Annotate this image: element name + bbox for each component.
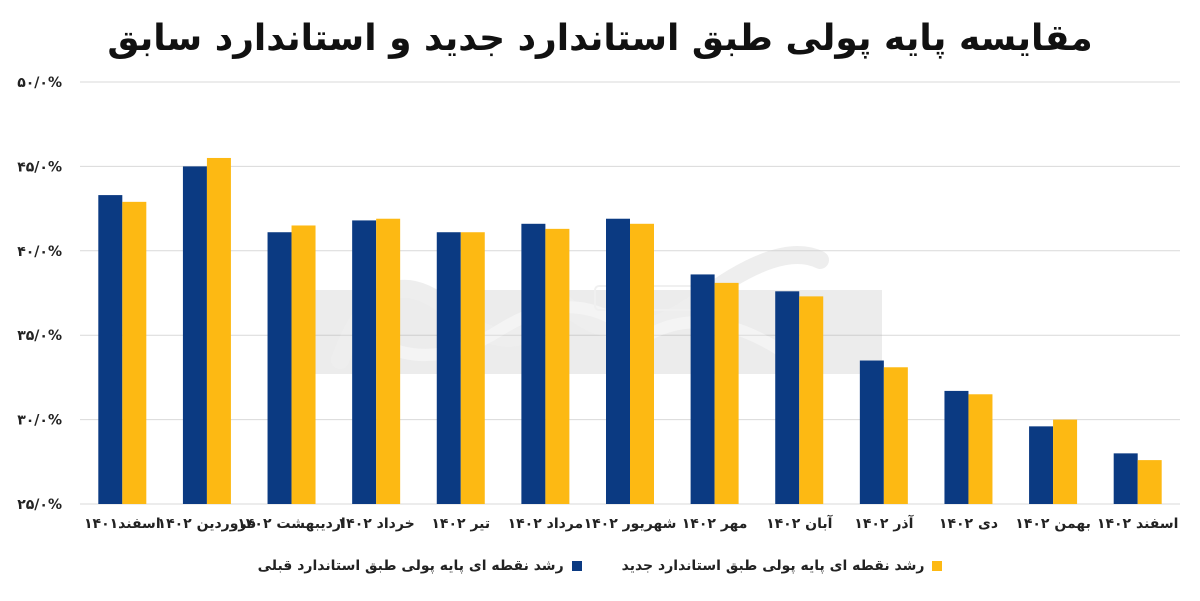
bar-new (122, 201, 147, 504)
legend: رشد نقطه ای پایه پولی طبق استاندارد جدید… (0, 558, 1200, 574)
x-tick-label: شهریور ۱۴۰۲ (584, 516, 677, 532)
y-tick-label: ۲۵/۰% (17, 497, 62, 513)
legend-item-new: رشد نقطه ای پایه پولی طبق استاندارد جدید (622, 558, 943, 574)
bar-new (1137, 460, 1162, 504)
y-axis-ticks: ۲۵/۰% ۳۰/۰% ۳۵/۰% ۴۰/۰% ۴۵/۰% ۵۰/۰% (17, 75, 62, 513)
bar-new (206, 157, 231, 504)
x-tick-label: مرداد ۱۴۰۲ (508, 516, 584, 532)
bar-previous (182, 166, 207, 504)
bar-new (630, 223, 654, 505)
x-tick-label: آذر ۱۴۰۲ (854, 514, 914, 532)
bar-previous (98, 195, 123, 504)
bar-new (968, 394, 993, 504)
x-tick-label: فروردین ۱۴۰۲ (158, 516, 257, 532)
bar-previous (436, 232, 461, 504)
bar-previous (944, 390, 969, 504)
legend-swatch-new (932, 561, 943, 571)
bar-new (883, 367, 908, 504)
x-tick-label: اسفند ۱۴۰۲ (1097, 516, 1179, 532)
y-tick-label: ۳۰/۰% (17, 413, 62, 429)
legend-item-previous: رشد نقطه ای پایه پولی طبق استاندارد قبلی (258, 558, 582, 574)
x-tick-label: بهمن ۱۴۰۲ (1015, 516, 1091, 532)
x-tick-label: اردیبهشت ۱۴۰۲ (237, 516, 345, 532)
x-tick-label: دی ۱۴۰۲ (939, 516, 998, 532)
bar-previous (606, 218, 630, 504)
bar-previous (690, 274, 715, 504)
x-tick-label: اسفند۱۴۰۱ (84, 516, 161, 532)
bar-previous (859, 360, 884, 504)
bar-previous (775, 291, 800, 504)
chart-title: مقایسه پایه پولی طبق استاندارد جدید و اس… (107, 18, 1093, 59)
legend-label-new: رشد نقطه ای پایه پولی طبق استاندارد جدید (621, 558, 925, 574)
bar-new (460, 232, 485, 504)
legend-label-previous: رشد نقطه ای پایه پولی طبق استاندارد قبلی (257, 558, 564, 574)
x-tick-label: مهر ۱۴۰۲ (682, 516, 748, 532)
bar-previous (1029, 426, 1054, 504)
y-tick-label: ۴۰/۰% (17, 244, 62, 260)
bar-new (799, 296, 824, 504)
y-tick-label: ۴۵/۰% (17, 159, 62, 175)
x-tick-label: تیر ۱۴۰۲ (431, 516, 490, 532)
bar-previous (1113, 453, 1138, 504)
bar-previous (521, 223, 546, 505)
bar-new (291, 225, 316, 505)
bar-new (545, 228, 570, 504)
x-tick-label: آبان ۱۴۰۲ (766, 514, 834, 532)
bar-new (714, 282, 739, 504)
y-tick-label: ۵۰/۰% (17, 75, 62, 91)
y-tick-label: ۳۵/۰% (17, 328, 62, 344)
bars (98, 157, 1162, 505)
bar-previous (352, 220, 377, 504)
bar-new (376, 218, 401, 504)
x-tick-label: خرداد ۱۴۰۲ (338, 516, 415, 532)
legend-swatch-previous (571, 561, 582, 571)
bar-new (1053, 419, 1078, 504)
bar-previous (267, 232, 292, 504)
